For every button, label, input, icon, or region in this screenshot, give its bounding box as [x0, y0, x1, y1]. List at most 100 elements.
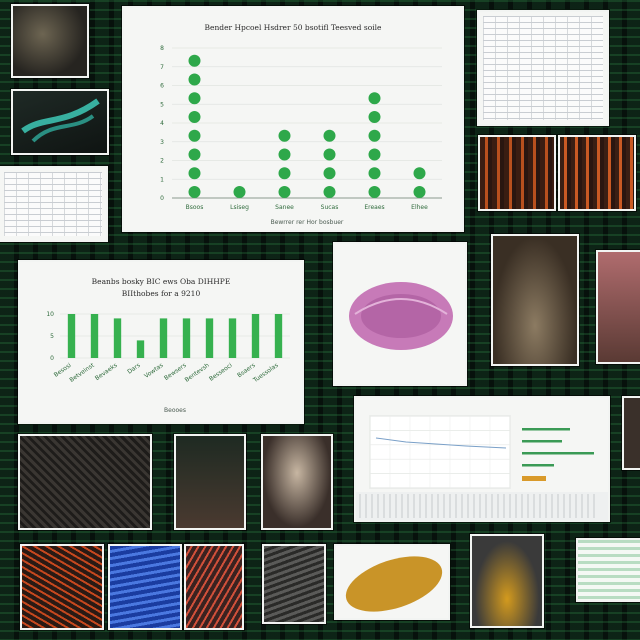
- bar: [522, 428, 570, 431]
- small-bar-chart: [356, 415, 608, 520]
- data-point: [368, 129, 381, 142]
- y-tick-label: 2: [160, 158, 164, 165]
- thumbnail-moss-photo[interactable]: [13, 6, 87, 76]
- x-tick-label: Sucas: [321, 204, 339, 211]
- root-illustration: [21, 98, 100, 143]
- chart-panel-dots[interactable]: Bender Hpcoel Hsdrer 50 bsotifl Teesved …: [124, 8, 462, 230]
- bar: [113, 318, 122, 358]
- data-table: [4, 172, 102, 236]
- y-tick-label: 4: [160, 120, 164, 127]
- y-tick-label: 10: [46, 311, 54, 318]
- data-point: [188, 73, 201, 86]
- thumbnail-orange-stems-2[interactable]: [560, 137, 634, 209]
- data-point: [233, 186, 246, 198]
- y-tick-label: 8: [160, 45, 164, 52]
- data-point: [278, 129, 291, 142]
- bar: [522, 464, 554, 467]
- chart-panel-small[interactable]: [356, 398, 608, 520]
- data-point: [323, 167, 336, 180]
- x-tick-label: Betveinst: [68, 362, 96, 384]
- x-tick-label: Ereaes: [364, 204, 384, 211]
- x-tick-label: Bentevsh: [184, 362, 211, 384]
- bar: [90, 314, 99, 358]
- bar: [251, 314, 260, 358]
- data-point: [188, 129, 201, 142]
- seed-illustration: [345, 556, 443, 612]
- x-axis-label: Beooes: [164, 407, 186, 414]
- data-point: [188, 111, 201, 123]
- thumbnail-red-roots[interactable]: [186, 546, 242, 628]
- thumbnail-teal-root-photo[interactable]: [13, 91, 107, 153]
- data-point: [413, 186, 426, 198]
- bar: [522, 476, 546, 481]
- data-point: [323, 129, 336, 142]
- data-point: [413, 167, 426, 180]
- y-tick-label: 7: [160, 64, 164, 71]
- thumbnail-plant-crosssection[interactable]: [493, 236, 577, 364]
- thumbnail-root-bulb[interactable]: [263, 436, 331, 528]
- x-tick-label: Sanee: [275, 204, 294, 211]
- bar: [205, 318, 214, 358]
- thumbnail-table-left[interactable]: [0, 168, 106, 240]
- x-tick-label: Bsoos: [186, 204, 204, 211]
- thumbnail-grey-fibers[interactable]: [264, 546, 324, 622]
- thumbnail-dark-texture[interactable]: [20, 436, 150, 528]
- data-point: [368, 92, 381, 105]
- thumbnail-orange-stems-1[interactable]: [480, 137, 554, 209]
- data-point: [278, 186, 291, 198]
- data-point: [323, 148, 336, 161]
- bar-chart: Beanbs bosky BIC ews Oba DIHHPE BIIthobes…: [46, 277, 290, 414]
- thumbnail-yellow-seed[interactable]: [336, 546, 448, 618]
- data-point: [368, 167, 381, 180]
- x-tick-label: Elhee: [411, 204, 428, 211]
- x-tick-label: Dars: [126, 362, 141, 376]
- data-point: [323, 186, 336, 198]
- thumbnail-red-veins[interactable]: [22, 546, 102, 628]
- y-tick-label: 5: [50, 333, 54, 340]
- bar: [522, 452, 594, 455]
- y-tick-label: 3: [160, 139, 164, 146]
- bar: [522, 440, 562, 443]
- thumbnail-soil-right[interactable]: [624, 398, 640, 468]
- tissue-illustration: [349, 282, 453, 350]
- thumbnail-green-sprout[interactable]: [176, 436, 244, 528]
- y-tick-label: 1: [160, 176, 164, 183]
- plot-area: [369, 415, 511, 489]
- y-tick-label: 5: [160, 101, 164, 108]
- data-point: [368, 186, 381, 198]
- y-tick-label: 6: [160, 83, 164, 90]
- dot-chart: Bender Hpcoel Hsdrer 50 bsotifl Teesved …: [160, 23, 442, 226]
- table-strip: [356, 492, 608, 520]
- bar: [228, 318, 237, 358]
- y-tick-label: 0: [50, 355, 54, 362]
- chart-panel-bars[interactable]: Beanbs bosky BIC ews Oba DIHHPE BIIthobes…: [20, 262, 302, 422]
- data-point: [188, 92, 201, 105]
- bar: [159, 318, 168, 358]
- data-line: [375, 437, 507, 449]
- thumbnail-spreadsheet-top-right[interactable]: [479, 12, 607, 124]
- chart-title: Beanbs bosky BIC ews Oba DIHHPE: [92, 277, 231, 286]
- bar: [67, 314, 76, 358]
- data-point: [188, 54, 201, 67]
- data-point: [368, 111, 381, 123]
- chart-subtitle: BIIthobes for a 9210: [122, 289, 201, 298]
- thumbnail-green-table[interactable]: [578, 540, 640, 600]
- data-table: [483, 16, 603, 120]
- x-tick-label: Tuessolas: [251, 362, 279, 385]
- x-tick-label: Vowtas: [143, 362, 165, 380]
- thumbnail-seed-photo[interactable]: [472, 536, 542, 626]
- bar: [274, 314, 283, 358]
- x-tick-label: Besseoci: [208, 362, 234, 383]
- thumbnail-pink-tissue[interactable]: [335, 244, 465, 384]
- data-point: [188, 148, 201, 161]
- bar: [182, 318, 191, 358]
- y-tick-label: 0: [160, 195, 164, 202]
- data-point: [188, 167, 201, 180]
- chart-title: Bender Hpcoel Hsdrer 50 bsotifl Teesved …: [205, 23, 383, 32]
- thumbnail-pink-plant[interactable]: [598, 252, 640, 362]
- bar: [136, 340, 145, 358]
- data-point: [278, 167, 291, 180]
- x-axis-label: Bewrrer rer Hor bosbuer: [271, 219, 344, 226]
- thumbnail-blue-fibers[interactable]: [110, 546, 180, 628]
- x-tick-label: Lsiseg: [230, 204, 249, 211]
